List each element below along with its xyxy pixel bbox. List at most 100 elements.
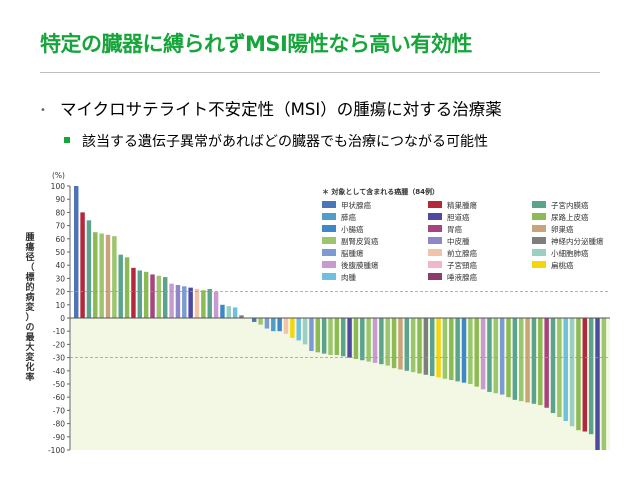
y-axis-title-char: ） bbox=[25, 312, 34, 323]
bar bbox=[398, 318, 403, 370]
bar bbox=[137, 270, 143, 318]
bullet-level-1: • マイクロサテライト不安定性（MSI）の腫瘍に対する治療薬 bbox=[40, 96, 502, 120]
legend-swatch bbox=[428, 201, 442, 208]
bar bbox=[582, 318, 588, 432]
y-tick-label: 0 bbox=[60, 314, 65, 323]
bar bbox=[544, 318, 549, 408]
square-bullet-icon bbox=[64, 137, 70, 143]
bar bbox=[213, 291, 219, 318]
bar bbox=[569, 318, 575, 427]
bar bbox=[379, 318, 384, 365]
bar bbox=[506, 318, 511, 398]
legend-swatch bbox=[532, 201, 546, 208]
bar bbox=[468, 318, 473, 384]
slide-title: 特定の臓器に縛られずMSI陽性なら高い有効性 bbox=[40, 32, 472, 56]
bar bbox=[512, 318, 518, 400]
bar bbox=[417, 318, 422, 374]
y-tick-label: -90 bbox=[53, 433, 65, 442]
bar bbox=[93, 232, 98, 318]
bar bbox=[461, 318, 467, 383]
legend-label: 唾液腺癌 bbox=[447, 272, 477, 282]
legend-label: 小腸癌 bbox=[341, 224, 364, 234]
y-tick-label: 20 bbox=[55, 288, 65, 297]
y-tick-label: 100 bbox=[51, 182, 66, 191]
y-tick-label: -40 bbox=[53, 367, 65, 376]
bar bbox=[423, 318, 429, 375]
bar bbox=[220, 304, 225, 318]
bar bbox=[487, 318, 492, 392]
legend-swatch bbox=[532, 213, 546, 220]
legend-label: 扁桃癌 bbox=[551, 260, 574, 270]
legend-swatch bbox=[532, 237, 546, 244]
bar bbox=[124, 257, 130, 318]
bar bbox=[404, 318, 410, 371]
legend-swatch bbox=[322, 237, 336, 244]
bar bbox=[112, 236, 117, 318]
legend-label: 子宮頸癌 bbox=[447, 260, 477, 270]
bar bbox=[341, 318, 346, 357]
y-tick-label: -60 bbox=[53, 393, 65, 402]
bar bbox=[290, 318, 295, 338]
bar bbox=[86, 220, 92, 318]
bar bbox=[391, 318, 397, 369]
legend-swatch bbox=[428, 273, 442, 280]
bar bbox=[493, 318, 499, 394]
bar bbox=[595, 318, 600, 450]
bar bbox=[449, 318, 454, 381]
y-axis-title-char: 径 bbox=[25, 251, 34, 263]
bar bbox=[80, 212, 85, 318]
y-axis-title-char: 変 bbox=[25, 351, 34, 363]
legend-label: 副腎皮質癌 bbox=[341, 236, 379, 246]
bar bbox=[150, 274, 155, 318]
legend-swatch bbox=[532, 249, 546, 256]
bar bbox=[474, 318, 479, 387]
legend-title: ＊ 対象として含まれる癌腫（84例） bbox=[322, 187, 439, 196]
legend-label: 膵癌 bbox=[341, 212, 356, 222]
y-tick-label: 70 bbox=[55, 222, 65, 231]
bar bbox=[201, 290, 206, 318]
y-axis-title-char: 化 bbox=[25, 361, 34, 373]
bar bbox=[557, 318, 562, 417]
title-divider bbox=[40, 72, 600, 73]
legend-swatch bbox=[428, 249, 442, 256]
y-axis-title-char: 的 bbox=[25, 281, 34, 293]
bar bbox=[264, 318, 270, 329]
y-tick-label: 40 bbox=[55, 261, 65, 270]
y-axis-title-char: 変 bbox=[25, 301, 34, 313]
bar bbox=[105, 234, 111, 318]
y-axis-title-char: 病 bbox=[25, 291, 34, 303]
legend-label: 胃癌 bbox=[447, 224, 462, 234]
y-axis-title-char: の bbox=[25, 322, 34, 333]
bar bbox=[296, 318, 301, 341]
bar bbox=[232, 307, 238, 318]
bar bbox=[156, 275, 162, 318]
bar bbox=[277, 318, 282, 332]
bar bbox=[436, 318, 441, 378]
y-tick-label: -20 bbox=[53, 340, 65, 349]
bar bbox=[442, 318, 448, 379]
bullet-2-text: 該当する遺伝子異常があればどの臓器でも治療につながる可能性 bbox=[82, 134, 488, 150]
legend-swatch bbox=[322, 261, 336, 268]
y-axis-title-char: 大 bbox=[25, 341, 34, 353]
bar bbox=[334, 318, 340, 355]
bar bbox=[538, 318, 543, 406]
y-unit-label: (%) bbox=[52, 171, 65, 180]
bar bbox=[175, 285, 181, 318]
bar bbox=[430, 318, 435, 377]
bar bbox=[525, 318, 530, 403]
y-tick-label: -70 bbox=[53, 406, 65, 415]
bar bbox=[550, 318, 556, 414]
legend-label: 後腹膜腫瘍 bbox=[341, 260, 379, 270]
bar bbox=[182, 286, 187, 318]
y-axis-title-char: 最 bbox=[25, 331, 35, 343]
bar bbox=[194, 288, 200, 318]
y-tick-label: 30 bbox=[55, 274, 65, 283]
y-tick-label: -100 bbox=[48, 446, 65, 455]
bullet-dot-icon: • bbox=[40, 105, 46, 116]
bar bbox=[226, 306, 232, 318]
bar bbox=[353, 318, 359, 359]
legend-swatch bbox=[428, 237, 442, 244]
bar bbox=[366, 318, 371, 362]
bar bbox=[328, 318, 333, 355]
